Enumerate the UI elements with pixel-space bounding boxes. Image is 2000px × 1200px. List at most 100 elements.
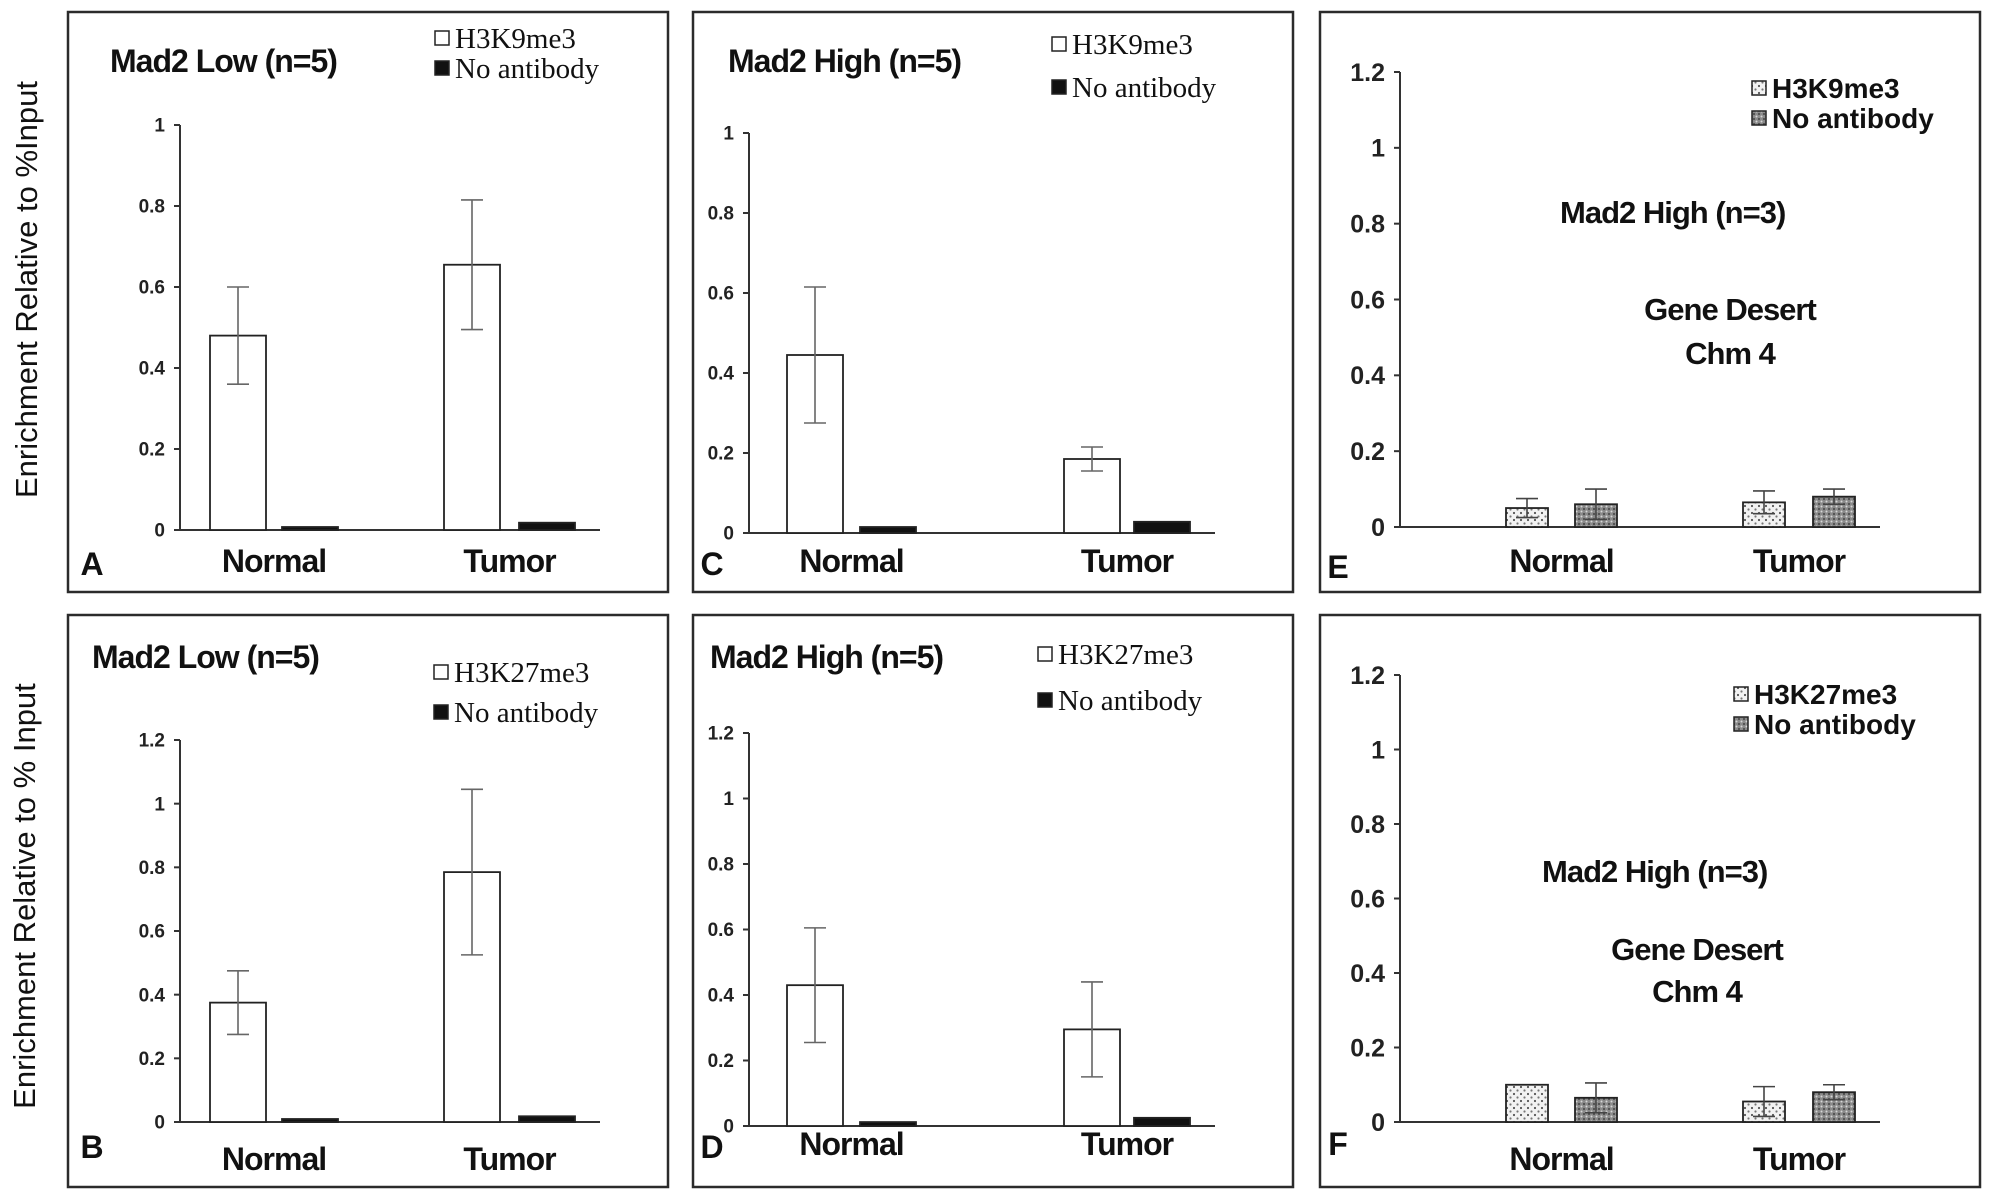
y-tick-label: 1 bbox=[1371, 736, 1385, 764]
y-tick-label: 0 bbox=[1371, 514, 1385, 542]
panel-letter: C bbox=[700, 546, 723, 582]
y-tick-label: 1.2 bbox=[1350, 59, 1385, 87]
legend-swatch bbox=[433, 664, 449, 680]
y-tick-label: 0.2 bbox=[1350, 1034, 1385, 1062]
y-tick-label: 0.6 bbox=[708, 920, 734, 941]
legend-label: H3K9me3 bbox=[1072, 29, 1193, 61]
x-category-label: Tumor bbox=[1081, 1126, 1174, 1162]
chart-title: Mad2 High (n=5) bbox=[728, 43, 961, 79]
legend-swatch bbox=[1037, 692, 1053, 708]
legend-swatch bbox=[433, 704, 449, 720]
y-tick-label: 0.4 bbox=[139, 985, 166, 1006]
bar bbox=[281, 526, 339, 531]
y-tick-label: 0 bbox=[723, 1117, 734, 1138]
chart-title: Mad2 High (n=3) bbox=[1560, 195, 1785, 230]
legend-swatch bbox=[434, 60, 450, 76]
y-tick-label: 1 bbox=[1371, 135, 1385, 163]
y-tick-label: 0.4 bbox=[708, 986, 735, 1007]
legend-swatch bbox=[1751, 110, 1767, 126]
bar bbox=[281, 1118, 339, 1123]
legend-label: H3K9me3 bbox=[1772, 73, 1900, 104]
chart-annotation: Chm 4 bbox=[1652, 974, 1744, 1009]
x-category-label: Normal bbox=[1509, 543, 1613, 579]
y-tick-label: 0.8 bbox=[1350, 811, 1385, 839]
chart-title: Mad2 High (n=3) bbox=[1542, 854, 1767, 889]
legend-swatch bbox=[434, 30, 450, 46]
y-tick-label: 0.2 bbox=[139, 440, 165, 461]
chart-panel-D: 0 0.2 0.4 0.6 0.8 1 1.2 Mad2 High (n=5) H3K27me3… bbox=[691, 613, 1295, 1189]
legend-label: H3K27me3 bbox=[454, 657, 589, 689]
legend-label: H3K27me3 bbox=[1058, 639, 1193, 671]
legend-swatch bbox=[1051, 36, 1067, 52]
legend-label: No antibody bbox=[454, 697, 599, 729]
y-tick-label: 0.4 bbox=[1350, 960, 1385, 988]
y-tick-label: 1.2 bbox=[139, 731, 165, 752]
panel-letter: D bbox=[700, 1129, 723, 1165]
bar bbox=[518, 1115, 576, 1123]
chart-panel-F: 0 0.2 0.4 0.6 0.8 1 1.2 Mad2 High (n=3) Gene Des… bbox=[1318, 613, 1982, 1189]
y-tick-label: 0.2 bbox=[139, 1049, 165, 1070]
y-tick-label: 1.2 bbox=[708, 724, 734, 745]
y-tick-label: 0.8 bbox=[708, 204, 734, 225]
legend-label: No antibody bbox=[455, 53, 600, 85]
y-tick-label: 0.6 bbox=[139, 922, 165, 943]
chart-title: Mad2 High (n=5) bbox=[710, 639, 943, 675]
chart-panel-C: 0 0.2 0.4 0.6 0.8 1 Mad2 High (n=5) H3K9me3 No a… bbox=[691, 10, 1295, 594]
bar bbox=[1505, 1083, 1549, 1123]
panel-frame bbox=[1318, 613, 1982, 1189]
panel-letter: B bbox=[80, 1129, 103, 1165]
y-tick-label: 0.6 bbox=[139, 278, 165, 299]
y-tick-label: 1 bbox=[154, 116, 165, 137]
x-category-label: Normal bbox=[799, 543, 903, 579]
y-tick-label: 0.2 bbox=[708, 1051, 734, 1072]
legend-label: H3K9me3 bbox=[455, 23, 576, 55]
legend-swatch bbox=[1037, 646, 1053, 662]
y-tick-label: 0.6 bbox=[708, 284, 734, 305]
chart-panel-E: 0 0.2 0.4 0.6 0.8 1 1.2 Mad2 High (n=3) Gene Des… bbox=[1318, 10, 1982, 594]
legend-label: No antibody bbox=[1772, 103, 1934, 134]
legend-label: No antibody bbox=[1058, 685, 1203, 717]
panel-letter: A bbox=[80, 546, 103, 582]
y-tick-label: 0.4 bbox=[708, 364, 735, 385]
y-tick-label: 0.4 bbox=[139, 359, 166, 380]
y-tick-label: 0.2 bbox=[708, 444, 734, 465]
bar bbox=[1133, 520, 1191, 534]
y-tick-label: 1 bbox=[154, 794, 165, 815]
y-tick-label: 0.6 bbox=[1350, 885, 1385, 913]
y-tick-label: 0.4 bbox=[1350, 362, 1385, 390]
panel-frame bbox=[66, 613, 670, 1189]
y-tick-label: 0.8 bbox=[139, 197, 165, 218]
chart-title: Mad2 Low (n=5) bbox=[110, 43, 337, 79]
y-tick-label: 0.8 bbox=[139, 858, 165, 879]
panel-letter: E bbox=[1327, 549, 1348, 585]
legend-swatch bbox=[1733, 686, 1749, 702]
legend-swatch bbox=[1051, 79, 1067, 95]
panel-frame bbox=[691, 613, 1295, 1189]
y-axis-label-bottom: Enrichment Relative to % Input bbox=[7, 683, 42, 1109]
x-category-label: Normal bbox=[1509, 1141, 1613, 1177]
y-axis-label-top: Enrichment Relative to %Input bbox=[9, 81, 44, 498]
y-tick-label: 1 bbox=[723, 789, 734, 810]
y-tick-label: 0.8 bbox=[1350, 210, 1385, 238]
y-tick-label: 0.8 bbox=[708, 855, 734, 876]
chart-annotation: Chm 4 bbox=[1685, 336, 1777, 371]
chart-annotation: Gene Desert bbox=[1644, 292, 1816, 327]
y-tick-label: 0 bbox=[154, 1113, 165, 1134]
bar bbox=[859, 526, 917, 534]
x-category-label: Tumor bbox=[463, 543, 556, 579]
legend-label: H3K27me3 bbox=[1754, 679, 1897, 710]
x-category-label: Normal bbox=[222, 543, 326, 579]
x-category-label: Tumor bbox=[1753, 1141, 1846, 1177]
y-tick-label: 1 bbox=[723, 124, 734, 145]
y-tick-label: 0 bbox=[1371, 1109, 1385, 1137]
y-tick-label: 1.2 bbox=[1350, 662, 1385, 690]
x-category-label: Tumor bbox=[1081, 543, 1174, 579]
legend-swatch bbox=[1751, 80, 1767, 96]
panel-letter: F bbox=[1328, 1126, 1348, 1162]
legend-label: No antibody bbox=[1754, 709, 1916, 740]
legend-swatch bbox=[1733, 716, 1749, 732]
chart-annotation: Gene Desert bbox=[1611, 932, 1783, 967]
x-category-label: Normal bbox=[222, 1141, 326, 1177]
